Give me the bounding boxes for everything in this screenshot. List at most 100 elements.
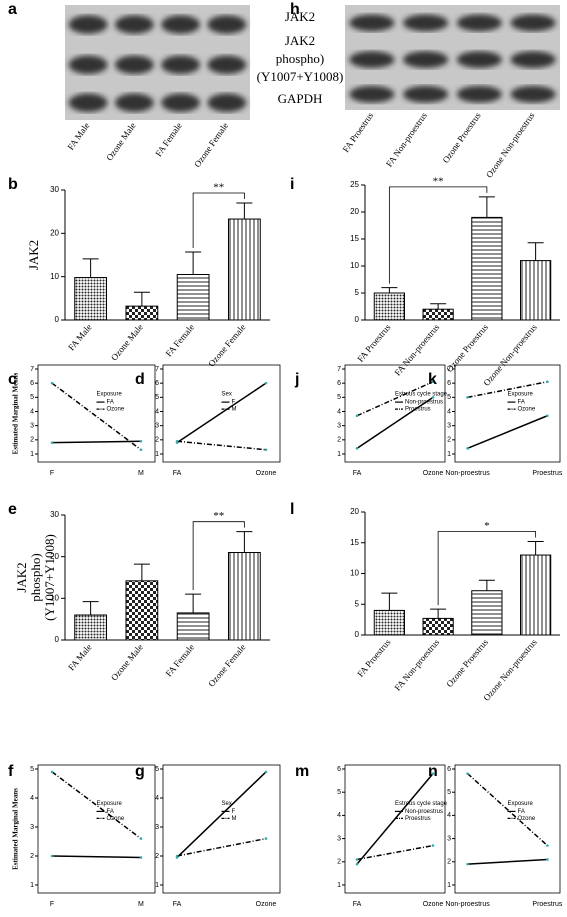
- panel-letter: c: [8, 371, 17, 388]
- lane-label: Ozone Male: [104, 121, 138, 163]
- plot-box: [344, 364, 446, 463]
- y-tick-label: 0: [55, 315, 60, 324]
- point: [431, 396, 435, 399]
- blot-band: [510, 85, 556, 103]
- series-line: [467, 773, 548, 847]
- x-tick-label: Ozone Non-proestrus: [481, 322, 539, 388]
- y-tick-label: 6: [155, 380, 159, 387]
- plot-box: [344, 764, 446, 894]
- series-line: [356, 844, 434, 861]
- blot-band: [510, 14, 556, 32]
- blot-band: [456, 14, 502, 32]
- series-line: [467, 381, 548, 399]
- y-tick-label: 5: [155, 394, 159, 401]
- point: [264, 381, 268, 385]
- series-line: [51, 771, 142, 840]
- y-tick-label: 25: [350, 180, 359, 189]
- x-tick-label: FA: [353, 901, 362, 908]
- y-tick-label: 10: [350, 261, 359, 270]
- x-tick-label: F: [50, 901, 54, 908]
- y-tick-label: 5: [447, 789, 451, 796]
- legend-label: FA: [518, 400, 525, 406]
- y-tick-label: 30: [50, 185, 59, 194]
- legend-label: Ozone: [107, 816, 125, 822]
- blot-band: [403, 51, 449, 68]
- point: [50, 770, 54, 774]
- x-tick-label: Ozone Non-proestrus: [481, 637, 539, 703]
- panel-letter: a: [8, 1, 17, 18]
- x-tick-label: F: [50, 470, 54, 477]
- y-tick-label: 6: [30, 380, 34, 387]
- lane-label: FA Female: [153, 121, 184, 159]
- series-line: [51, 382, 142, 451]
- y-tick-label: 5: [355, 599, 360, 608]
- x-tick-label: FA: [173, 470, 182, 477]
- bar: [520, 260, 552, 321]
- legend-title: Exposure: [97, 392, 123, 398]
- point: [466, 396, 469, 399]
- x-tick-label: FA Non-proestrus: [392, 322, 441, 378]
- y-tick-label: 2: [447, 437, 451, 444]
- y-tick-label: 4: [30, 795, 34, 802]
- y-tick-label: 1: [30, 451, 34, 458]
- x-tick-label: Proestrus: [532, 470, 562, 477]
- point: [139, 837, 143, 840]
- y-tick-label: 6: [337, 380, 341, 387]
- bar: [176, 274, 210, 321]
- x-tick-label: M: [138, 470, 144, 477]
- legend-label: Non-proestrus: [405, 400, 443, 406]
- point: [175, 439, 179, 443]
- panel-letter: l: [290, 501, 294, 518]
- y-tick-label: 4: [337, 408, 341, 415]
- y-tick-label: 1: [337, 451, 341, 458]
- significance-label: **: [213, 510, 224, 522]
- blot-band: [161, 93, 201, 112]
- plot-box: [162, 364, 281, 463]
- point: [139, 448, 143, 452]
- y-tick-label: 3: [155, 423, 159, 430]
- bar: [471, 590, 503, 636]
- series-line: [52, 440, 141, 444]
- legend-label: Proestrus: [405, 816, 431, 822]
- y-axis-label: JAK2: [14, 562, 29, 592]
- bar: [176, 612, 210, 641]
- panel-letter: k: [428, 371, 437, 388]
- panel-letter: f: [8, 763, 14, 780]
- x-tick-label: FA Non-proestrus: [392, 637, 441, 693]
- blot-band: [456, 51, 502, 68]
- lane-label: Ozone Proestrus: [441, 110, 483, 165]
- blot-band: [207, 55, 247, 74]
- y-axis-label: Estimated Marginal Means: [12, 372, 20, 454]
- y-tick-label: 5: [447, 394, 451, 401]
- blot-band: [114, 93, 154, 112]
- panel-letter: g: [135, 763, 145, 780]
- band-label: phospho): [276, 51, 324, 66]
- x-tick-label: FA Proestrus: [355, 637, 393, 679]
- blot-band: [456, 85, 502, 103]
- x-tick-label: Ozone Male: [109, 642, 145, 682]
- band-label: GAPDH: [278, 91, 323, 106]
- panel-letter: h: [290, 1, 300, 18]
- y-tick-label: 5: [337, 394, 341, 401]
- legend-label: Proestrus: [405, 407, 431, 413]
- y-tick-label: 4: [155, 795, 159, 802]
- point: [264, 770, 268, 774]
- y-tick-label: 6: [447, 380, 451, 387]
- y-tick-label: 1: [447, 882, 451, 889]
- series-line: [176, 837, 267, 857]
- x-tick-label: Non-proestrus: [445, 901, 490, 908]
- y-axis-label: Estimated Marginal Means: [12, 788, 20, 870]
- point: [50, 854, 54, 858]
- blot-band: [114, 55, 154, 74]
- legend-title: Exposure: [508, 801, 534, 807]
- lane-label: FA Non-proestrus: [384, 110, 429, 169]
- x-tick-label: FA: [353, 470, 362, 477]
- x-tick-label: Ozone: [423, 901, 444, 908]
- bar: [373, 292, 405, 321]
- legend-label: Ozone: [518, 407, 536, 413]
- band-label: JAK2: [285, 9, 315, 24]
- bar: [373, 609, 405, 636]
- series-line: [52, 855, 141, 859]
- y-tick-label: 30: [50, 510, 59, 519]
